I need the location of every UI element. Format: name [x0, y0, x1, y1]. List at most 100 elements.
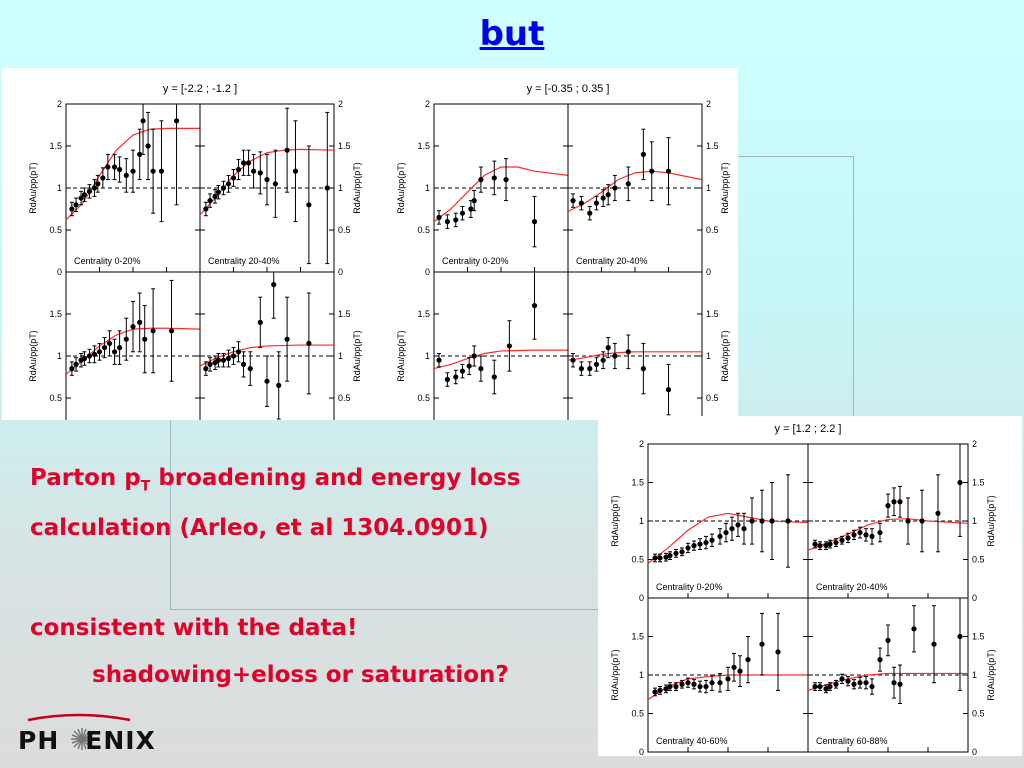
data-point — [612, 353, 618, 359]
data-point — [885, 503, 891, 509]
data-point — [885, 637, 891, 643]
y-tick-label: 1.5 — [706, 309, 719, 319]
data-point — [257, 170, 263, 176]
data-point — [150, 328, 156, 334]
data-point — [272, 181, 278, 187]
data-point — [717, 680, 723, 686]
data-point — [207, 361, 213, 367]
data-point — [857, 680, 863, 686]
y-tick-label: 1 — [425, 183, 430, 193]
data-point — [306, 202, 312, 208]
chart-forward-rapidity-svg: y = [1.2 ; 2.2 ] 0 0.5 1 1.5 2 Centrality 0-20… — [610, 423, 996, 756]
data-point — [150, 168, 156, 174]
panel-frame — [433, 271, 569, 420]
data-point — [845, 535, 851, 541]
y-tick-label: 0 — [639, 593, 644, 603]
y-tick-label: 0.5 — [631, 709, 644, 719]
data-point — [235, 166, 242, 173]
y-axis-label: RdAu/pp(pT) — [352, 330, 362, 382]
y-axis-label: RdAu/pp(pT) — [396, 330, 406, 382]
centrality-label: Centrality 60-88% — [816, 736, 888, 746]
data-point — [851, 532, 857, 538]
data-point — [769, 518, 775, 524]
panel-centrality-40-60-: 00.511.50246Centrality 40-60%RdAu/pp(pT)… — [396, 271, 569, 420]
data-point — [69, 206, 75, 212]
slide-title[interactable]: but — [479, 14, 545, 54]
panel-centrality-20-40-: 0 0.5 1 1.5 2 Centrality 20-40% RdAu/pp(pT) — [807, 439, 996, 603]
data-point — [271, 282, 277, 288]
data-point — [725, 676, 731, 682]
data-point — [123, 336, 129, 342]
data-point — [735, 522, 741, 528]
data-point — [691, 543, 697, 549]
data-point — [612, 185, 618, 191]
theory-curve — [65, 127, 200, 221]
data-point — [117, 166, 123, 173]
data-point — [444, 376, 450, 383]
data-point — [605, 192, 611, 198]
y-tick-label: 2 — [425, 99, 430, 109]
data-point — [827, 683, 833, 690]
data-point — [679, 681, 685, 687]
data-point — [444, 219, 450, 225]
data-point — [891, 680, 897, 686]
data-point — [833, 539, 839, 546]
data-point — [111, 164, 118, 170]
panel-centrality-20-40-: 0 0.5 1 1.5 2 Centrality 20-40% RdAu/pp(pT) — [199, 99, 362, 277]
data-point — [306, 340, 312, 346]
data-point — [667, 553, 673, 559]
y-tick-label: 0.5 — [49, 225, 62, 235]
y-tick-label: 2 — [972, 439, 977, 449]
data-point — [506, 343, 512, 349]
data-point — [785, 518, 791, 524]
data-point — [69, 366, 75, 372]
data-point — [78, 195, 84, 201]
data-point — [877, 529, 883, 536]
data-point — [697, 683, 703, 690]
data-point — [640, 366, 646, 372]
data-point — [86, 188, 93, 194]
y-tick-label: 0 — [57, 267, 62, 277]
data-point — [869, 683, 875, 690]
data-point — [709, 537, 715, 543]
data-point — [95, 181, 101, 187]
data-point — [158, 168, 165, 174]
data-point — [759, 518, 765, 524]
data-point — [737, 668, 743, 674]
data-point — [168, 328, 175, 334]
data-point — [578, 200, 584, 206]
phenix-logo-text: PH ENIX — [18, 726, 156, 755]
y-tick-label: 0.5 — [417, 225, 430, 235]
data-point — [220, 357, 227, 363]
data-point — [91, 185, 98, 191]
y-tick-label: 1 — [972, 670, 977, 680]
data-point — [73, 202, 79, 208]
panel-centrality-20-40-: 0 0.5 1 1.5 2 Centrality 20-40% RdAu/pp(pT) — [567, 99, 730, 277]
y-tick-label: 0.5 — [972, 555, 985, 565]
data-point — [284, 336, 290, 342]
text-line-2: calculation (Arleo, et al 1304.0901) — [30, 515, 489, 541]
panel-frame — [567, 271, 703, 420]
y-tick-label: 0.5 — [631, 555, 644, 565]
data-point — [225, 181, 232, 187]
data-point — [691, 681, 697, 687]
data-point — [673, 683, 679, 690]
y-tick-label: 0 — [972, 593, 977, 603]
data-point — [251, 168, 257, 174]
data-point — [869, 533, 875, 539]
data-point — [203, 366, 209, 372]
data-point — [839, 537, 845, 543]
y-tick-label: 0.5 — [338, 393, 351, 403]
y-tick-label: 1 — [639, 670, 644, 680]
data-point — [531, 219, 538, 225]
chart-mid-rapidity: y = [-0.35 ; 0.35 ] 0 0.5 1 1.5 2 Centrality 0… — [370, 68, 738, 420]
y-axis-label: RdAu/pp(pT) — [352, 162, 362, 214]
chart-title: y = [-2.2 ; -1.2 ] — [163, 83, 237, 95]
panel-centrality-0-20-: 0 0.5 1 1.5 2 Centrality 0-20% RdAu/pp(pT) — [396, 99, 569, 277]
y-tick-label: 1.5 — [706, 141, 719, 151]
data-point — [640, 151, 646, 157]
data-point — [839, 676, 845, 682]
data-point — [817, 543, 823, 549]
text-line-1-sub: T — [140, 478, 151, 495]
data-point — [741, 526, 747, 532]
